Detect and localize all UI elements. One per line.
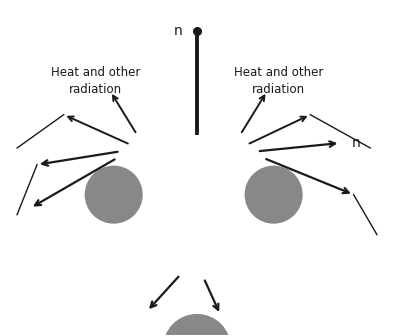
Circle shape [245, 166, 302, 223]
Circle shape [85, 166, 142, 223]
Circle shape [164, 314, 230, 336]
Text: Heat and other
radiation: Heat and other radiation [51, 67, 140, 96]
Text: n: n [351, 136, 360, 150]
Text: n: n [173, 25, 182, 38]
Text: Heat and other
radiation: Heat and other radiation [234, 67, 323, 96]
